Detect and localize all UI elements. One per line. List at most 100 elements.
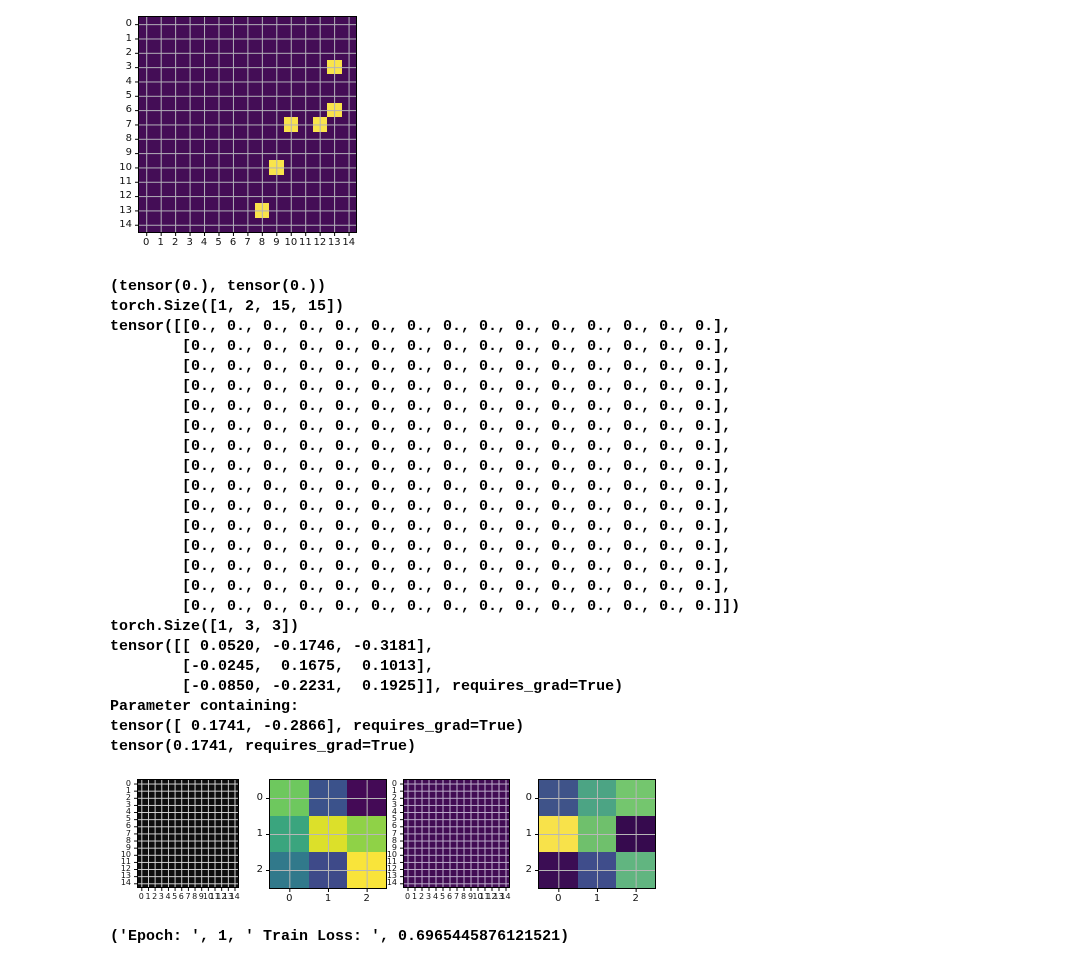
x-tick-label: 11 [209,892,220,901]
zeros-purple-heatmap: 0 1 2 3 4 5 6 7 8 9 10 11 12 13 14 0 1 2 3 4 5 6 7 8 9 10 11 12 13 1… [387,779,511,901]
x-tick-label: 11 [298,237,312,248]
y-tick-marks [134,780,137,887]
y-tick-label: 7 [125,828,131,838]
y-tick-label: 0 [525,792,532,803]
x-tick-label: 1 [324,893,332,904]
y-tick-label: 9 [125,147,132,159]
y-tick-label: 3 [125,61,132,73]
y-tick-label: 4 [125,807,131,817]
x-axis: 0 1 2 3 4 5 6 7 8 9 10 11 12 13 14 [403,888,511,901]
x-tick-label: 12 [486,892,497,901]
y-tick-label: 0 [125,778,131,788]
heatmap-canvas [538,779,656,889]
x-tick-label: 14 [342,237,356,248]
y-axis: 0 1 2 3 4 5 6 7 8 9 10 11 12 13 14 [387,779,403,888]
gridlines [404,780,509,887]
gridlines [270,780,386,888]
y-tick-label: 1 [256,828,263,839]
y-tick-label: 11 [119,175,132,187]
tensor-output-text: (tensor(0.), tensor(0.)) torch.Size([1, … [110,278,741,755]
gridlines [138,780,238,887]
conv-heatmaps-figure: 0 1 2 3 4 5 6 7 8 9 10 11 12 13 14 0 1 2 3 4 5 6 7 8 9 10 11 12 13 1… [100,779,1086,904]
y-tick-label: 6 [125,104,132,116]
y-tick-label: 2 [256,864,263,875]
y-tick-label: 1 [125,785,131,795]
y-tick-label: 7 [391,828,397,838]
y-tick-label: 3 [125,799,131,809]
y-tick-label: 1 [525,828,532,839]
x-tick-label: 0 [404,892,411,901]
heatmap-canvas [269,779,387,889]
y-tick-label: 12 [386,864,397,874]
x-tick-marks [139,233,356,236]
x-tick-label: 6 [229,237,237,248]
x-tick-label: 12 [313,237,327,248]
x-tick-label: 5 [172,892,178,901]
y-tick-label: 7 [125,118,132,130]
zeros-black-heatmap: 0 1 2 3 4 5 6 7 8 9 10 11 12 13 14 0 1 2 3 4 5 6 7 8 9 10 11 12 13 1… [100,779,240,901]
y-tick-label: 11 [386,857,397,867]
x-tick-label: 5 [215,237,222,248]
y-tick-label: 8 [391,835,397,845]
x-tick-label: 2 [632,893,639,904]
y-axis: 0 1 2 3 4 5 6 7 8 9 10 11 12 13 14 [100,16,138,233]
x-tick-label: 1 [145,892,151,901]
x-tick-label: 2 [171,237,179,248]
x-tick-label: 2 [418,892,425,901]
y-tick-label: 10 [119,161,132,173]
y-axis: 0 1 2 3 4 5 6 7 8 9 10 11 12 13 14 [100,779,137,888]
y-tick-label: 8 [125,132,132,144]
x-tick-label: 14 [229,892,240,901]
y-tick-label: 12 [120,864,131,874]
gridlines [539,780,655,888]
input-heatmap-figure: 0 1 2 3 4 5 6 7 8 9 10 11 12 13 14 0 1 2 3 4 5 6 7 8 9 10 11 12 13 1… [100,16,1086,249]
y-tick-label: 1 [125,32,132,44]
x-tick-label: 7 [244,237,251,248]
y-tick-marks [400,780,403,887]
x-tick-marks [270,889,386,892]
y-tick-label: 13 [120,871,131,881]
x-axis: 0 1 2 3 4 5 6 7 8 9 10 11 12 13 14 [138,233,357,249]
gridlines [139,17,356,232]
y-tick-label: 13 [386,871,397,881]
y-tick-label: 2 [525,864,532,875]
heatmap-canvas [403,779,510,888]
x-tick-label: 3 [158,892,164,901]
y-tick-label: 9 [391,842,397,852]
x-tick-label: 4 [200,237,208,248]
x-tick-label: 3 [425,892,432,901]
y-tick-label: 12 [119,190,132,202]
x-tick-label: 13 [327,237,341,248]
x-tick-marks [539,889,655,892]
y-tick-label: 5 [391,814,397,824]
x-tick-label: 1 [157,237,164,248]
y-tick-label: 13 [119,204,132,216]
x-tick-label: 7 [185,892,191,901]
y-tick-label: 3 [391,799,397,809]
x-tick-label: 10 [284,237,298,248]
heatmap-canvas [137,779,239,888]
x-axis: 0 1 2 3 4 5 6 7 8 9 10 11 12 13 14 [137,888,240,901]
x-tick-label: 4 [165,892,171,901]
x-tick-label: 10 [472,892,483,901]
x-tick-label: 7 [453,892,460,901]
x-tick-label: 1 [593,893,601,904]
x-tick-label: 12 [216,892,227,901]
y-tick-marks [135,17,138,232]
x-tick-label: 0 [143,237,150,248]
y-tick-label: 14 [386,878,397,888]
x-tick-marks [404,888,509,891]
y-tick-label: 4 [125,75,132,87]
x-tick-label: 8 [460,892,467,901]
x-tick-label: 11 [479,892,490,901]
x-tick-label: 14 [500,892,511,901]
y-tick-marks [535,780,538,888]
y-tick-label: 0 [125,18,132,30]
x-tick-label: 2 [363,893,370,904]
x-tick-label: 8 [192,892,198,901]
x-tick-label: 3 [186,237,193,248]
kernel-heatmap-b: 0 1 2 0 1 2 [516,779,656,904]
epoch-loss-text: ('Epoch: ', 1, ' Train Loss: ', 0.696544… [110,928,570,945]
y-tick-label: 2 [125,792,131,802]
